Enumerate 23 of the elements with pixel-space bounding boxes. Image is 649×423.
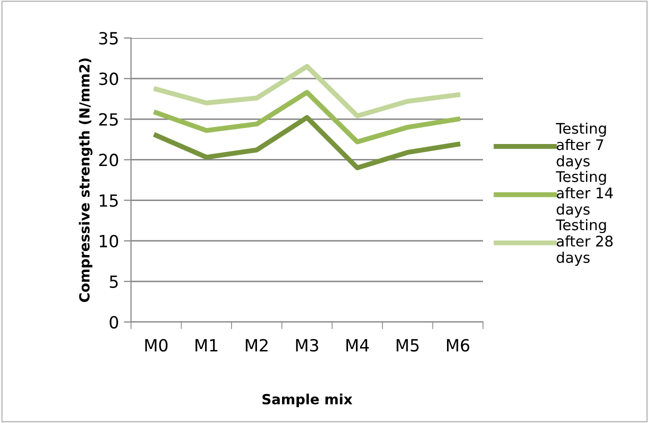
x-tick-label: M4	[346, 339, 369, 352]
y-tick-label: 15	[100, 194, 118, 207]
x-axis-title: Sample mix	[262, 394, 352, 408]
x-tick-label: M2	[246, 338, 268, 352]
legend-label: Testing after 7 days	[556, 122, 606, 170]
x-tick-label: M1	[196, 339, 218, 352]
y-tick-label: 25	[99, 113, 118, 126]
legend-label: Testing after 28 days	[556, 219, 613, 266]
y-tick-label: 10	[100, 234, 118, 248]
legend-label: Testing after 14 days	[556, 170, 613, 218]
x-tick-label: M3	[296, 338, 318, 352]
x-tick-label: M6	[447, 338, 470, 352]
x-tick-label: M5	[396, 339, 419, 352]
y-tick-label: 0	[110, 316, 118, 329]
y-tick-label: 5	[110, 276, 118, 288]
line-series	[154, 64, 460, 118]
x-tick-label: M0	[145, 338, 168, 352]
y-tick-label: 20	[99, 154, 118, 166]
y-tick-label: 30	[99, 72, 118, 86]
y-tick-label: 35	[99, 32, 118, 45]
y-axis-title: Compressive strength (N/mm2)	[78, 58, 92, 302]
line-series	[154, 90, 460, 144]
line-series	[154, 115, 460, 170]
